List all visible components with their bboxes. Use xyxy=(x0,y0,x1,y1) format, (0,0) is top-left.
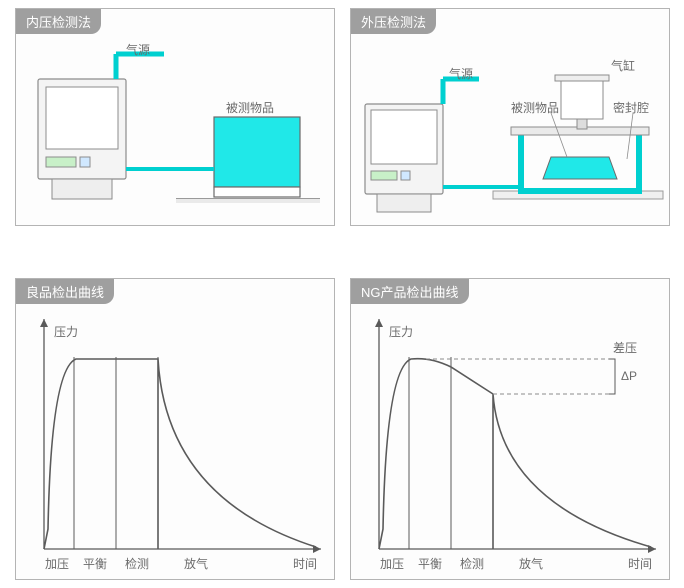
phase-label-0: 加压 xyxy=(380,555,404,572)
cavity-label: 密封腔 xyxy=(613,99,649,116)
panel-tl: 内压检测法气源被测物品 xyxy=(15,8,335,226)
y-axis-label: 压力 xyxy=(389,323,413,340)
panel-br: NG产品检出曲线压力时间加压平衡检测放气差压ΔP xyxy=(350,278,670,580)
source-label: 气源 xyxy=(126,41,150,58)
phase-label-2: 检测 xyxy=(460,555,484,572)
delta-label: 差压 xyxy=(613,339,637,356)
panel-bl: 良品检出曲线压力时间加压平衡检测放气 xyxy=(15,278,335,580)
delta-symbol: ΔP xyxy=(621,369,637,383)
phase-label-0: 加压 xyxy=(45,555,69,572)
panel-tr: 外压检测法气源气缸被测物品密封腔 xyxy=(350,8,670,226)
dut-label: 被测物品 xyxy=(511,99,559,116)
phase-label-3: 放气 xyxy=(519,555,543,572)
phase-label-1: 平衡 xyxy=(83,555,107,572)
phase-label-2: 检测 xyxy=(125,555,149,572)
x-axis-label: 时间 xyxy=(293,555,317,572)
y-axis-label: 压力 xyxy=(54,323,78,340)
cylinder-label: 气缸 xyxy=(611,57,635,74)
phase-label-3: 放气 xyxy=(184,555,208,572)
x-axis-label: 时间 xyxy=(628,555,652,572)
phase-label-1: 平衡 xyxy=(418,555,442,572)
source-label: 气源 xyxy=(449,65,473,82)
dut-label: 被测物品 xyxy=(226,99,274,116)
